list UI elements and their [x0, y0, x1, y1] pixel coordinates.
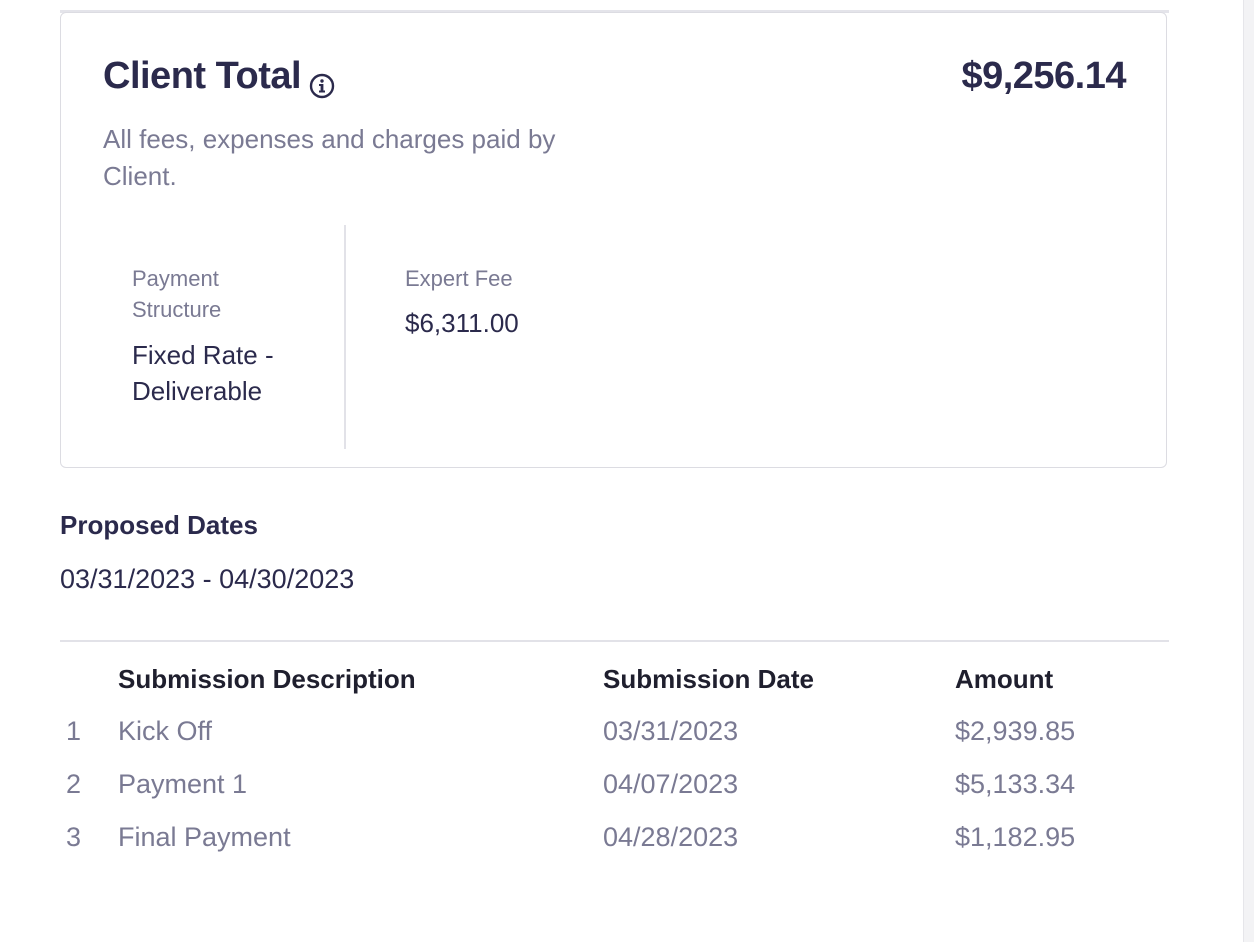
- row-description: Payment 1: [118, 769, 248, 799]
- payment-structure-label: Payment Structure: [132, 266, 222, 322]
- client-total-card: Client Total $9,256.14 All fees, expense…: [60, 12, 1167, 468]
- row-amount: $2,939.85: [955, 716, 1076, 746]
- client-total-description: All fees, expenses and charges paid by C…: [103, 124, 556, 191]
- payment-structure-value: Fixed Rate - Deliverable: [132, 340, 274, 406]
- row-description: Final Payment: [118, 822, 291, 852]
- table-row: 1 Kick Off 03/31/2023 $2,939.85: [0, 716, 1200, 756]
- vertical-divider: [344, 225, 346, 449]
- row-index: 2: [66, 769, 82, 799]
- table-row: 3 Final Payment 04/28/2023 $1,182.95: [0, 822, 1200, 862]
- vertical-scrollbar[interactable]: [1243, 0, 1254, 942]
- column-header-amount: Amount: [955, 664, 1054, 694]
- row-date: 04/07/2023: [603, 769, 739, 799]
- proposed-dates-heading: Proposed Dates: [60, 510, 258, 540]
- row-date: 04/28/2023: [603, 822, 739, 852]
- row-date: 03/31/2023: [603, 716, 739, 746]
- row-description: Kick Off: [118, 716, 213, 746]
- info-circle-icon[interactable]: [309, 66, 335, 98]
- client-total-amount: $9,256.14: [961, 55, 1126, 97]
- expert-fee-value: $6,311.00: [405, 308, 519, 338]
- row-amount: $1,182.95: [955, 822, 1076, 852]
- row-index: 1: [66, 716, 82, 746]
- table-divider: [60, 640, 1169, 642]
- row-amount: $5,133.34: [955, 769, 1076, 799]
- client-total-title: Client Total: [103, 55, 335, 98]
- expert-fee-label: Expert Fee: [405, 266, 513, 291]
- column-header-description: Submission Description: [118, 664, 416, 694]
- top-divider: [60, 10, 1169, 13]
- proposed-dates-value: 03/31/2023 - 04/30/2023: [60, 564, 355, 594]
- column-header-date: Submission Date: [603, 664, 814, 694]
- row-index: 3: [66, 822, 82, 852]
- table-row: 2 Payment 1 04/07/2023 $5,133.34: [0, 769, 1200, 809]
- client-total-title-text: Client Total: [103, 55, 302, 97]
